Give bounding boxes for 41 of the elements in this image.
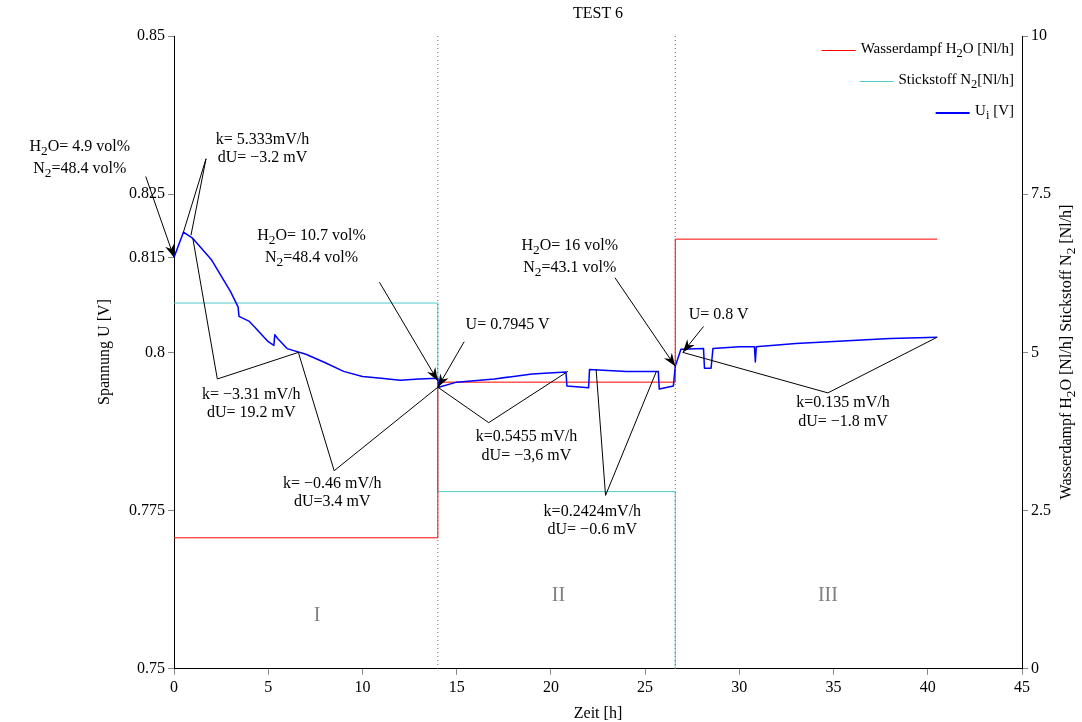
annotation: k= −3.31 mV/h dU= 19.2 mV xyxy=(202,384,301,422)
annotation: III xyxy=(817,582,838,606)
legend-label: Stickstoff N$_{2}$[Nl/h] xyxy=(898,71,1014,92)
x-axis-title: Zeit [h] xyxy=(573,704,623,722)
x-tick-label: 40 xyxy=(919,677,936,695)
y-axis-title: Spannung U [V] xyxy=(95,299,113,406)
y2-tick-label: 7.5 xyxy=(1031,184,1051,202)
annotation: H$_{2}$O= 10.7 vol% N$_{2}$=48.4 vol% xyxy=(257,225,366,269)
y-tick-label: 0.85 xyxy=(137,26,165,44)
annotation: k=0.135 mV/h dU= −1.8 mV xyxy=(796,392,890,430)
annotation: k=0.2424mV/h dU= −0.6 mV xyxy=(543,501,642,539)
y-tick-label: 0.825 xyxy=(129,184,165,202)
x-tick-label: 10 xyxy=(354,677,371,695)
x-tick-label: 20 xyxy=(542,677,559,695)
legend-label: Wasserdampf H$_{2}$O [Nl/h] xyxy=(860,40,1014,61)
annotation: k=0.5455 mV/h dU= −3,6 mV xyxy=(475,427,578,464)
x-tick-label: 15 xyxy=(448,677,465,695)
x-tick-label: 5 xyxy=(264,677,273,695)
legend-label: U$_{i}$ [V] xyxy=(975,102,1014,123)
annotation: U= 0.8 V xyxy=(688,305,749,324)
annotation: H$_{2}$O= 16 vol% N$_{2}$=43.1 vol% xyxy=(521,235,619,279)
annotation: II xyxy=(551,582,566,606)
y2-tick-label: 2.5 xyxy=(1031,500,1051,518)
y-tick-label: 0.775 xyxy=(129,500,165,518)
x-tick-label: 30 xyxy=(731,677,748,695)
y-tick-label: 0.815 xyxy=(129,247,165,265)
x-tick-label: 25 xyxy=(637,677,654,695)
annotation: k= 5.333mV/h dU= −3.2 mV xyxy=(215,129,310,167)
y-tick-label: 0.75 xyxy=(137,659,165,676)
x-tick-label: 45 xyxy=(1014,677,1030,695)
annotation: U= 0.7945 V xyxy=(465,314,550,334)
x-tick-label: 35 xyxy=(825,677,842,695)
annotation: k= −0.46 mV/h dU=3.4 mV xyxy=(283,473,382,510)
annotation: I xyxy=(313,602,321,626)
x-tick-label: 0 xyxy=(170,677,178,695)
y2-tick-label: 10 xyxy=(1031,26,1047,44)
y-tick-label: 0.8 xyxy=(145,342,165,360)
y2-tick-label: 0 xyxy=(1031,659,1039,676)
y2-tick-label: 5 xyxy=(1031,342,1039,360)
chart-title: TEST 6 xyxy=(573,4,623,22)
annotation: H$_{2}$O= 4.9 vol% N$_{2}$=48.4 vol% xyxy=(29,136,131,180)
